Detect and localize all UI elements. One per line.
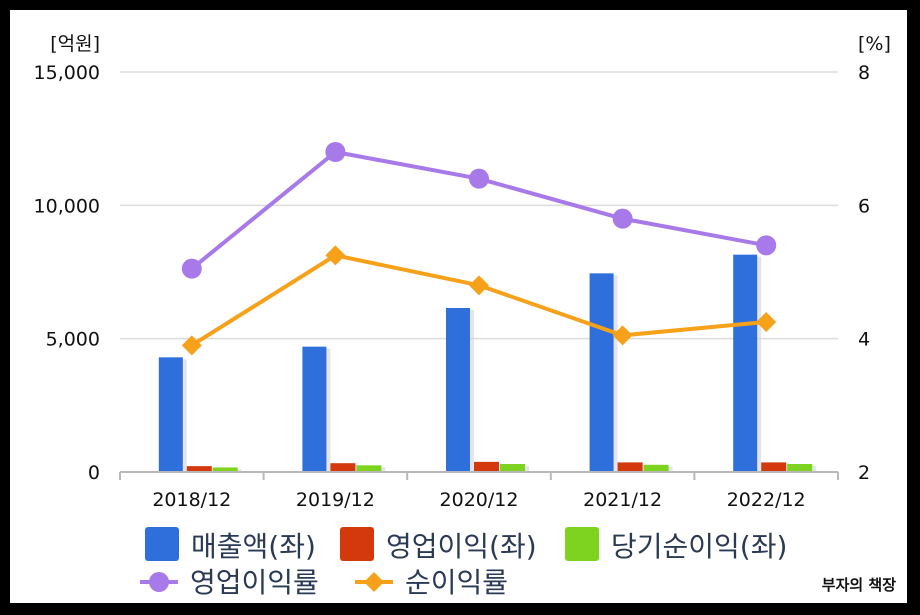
bar-revenue xyxy=(589,273,614,472)
point-operating-margin xyxy=(612,208,633,229)
x-tick-label: 2018/12 xyxy=(152,489,231,511)
bar-revenue xyxy=(302,346,327,472)
point-operating-margin xyxy=(325,142,346,162)
x-tick-label: 2020/12 xyxy=(440,489,519,511)
legend-swatch xyxy=(145,527,179,561)
point-net-margin xyxy=(756,312,777,332)
bar-operating-profit xyxy=(617,462,643,472)
line-net-margin xyxy=(190,253,767,348)
left-tick-label: 0 xyxy=(88,462,100,484)
bar-net-income xyxy=(787,464,813,472)
legend-label: 영업이익률 xyxy=(190,566,319,599)
bar-net-income xyxy=(643,464,669,472)
legend-swatch xyxy=(340,527,374,561)
legend-label: 당기순이익(좌) xyxy=(611,530,787,563)
point-net-margin xyxy=(181,335,202,356)
legend-swatch xyxy=(565,527,599,561)
left-axis-unit: [억원] xyxy=(50,33,100,55)
right-tick-label: 6 xyxy=(858,195,870,217)
legend-label: 순이익률 xyxy=(405,566,508,599)
legend-marker xyxy=(149,572,169,592)
bar-operating-profit xyxy=(330,463,356,472)
left-tick-label: 10,000 xyxy=(34,195,100,217)
watermark: 부자의 책장 xyxy=(821,576,896,594)
bar-net-income xyxy=(212,467,238,472)
x-tick-label: 2021/12 xyxy=(583,489,662,511)
bar-net-income xyxy=(500,464,525,472)
bar-operating-profit xyxy=(474,461,499,472)
bar-revenue xyxy=(158,357,183,472)
right-tick-label: 4 xyxy=(858,329,870,351)
legend-label: 영업이익(좌) xyxy=(386,530,537,563)
left-tick-label: 5,000 xyxy=(46,329,100,351)
bar-revenue xyxy=(446,308,470,472)
point-operating-margin xyxy=(181,258,202,279)
x-tick-label: 2022/12 xyxy=(727,489,806,511)
right-tick-label: 2 xyxy=(858,462,870,484)
point-net-margin xyxy=(325,245,346,266)
point-net-margin xyxy=(612,325,633,346)
right-tick-label: 8 xyxy=(858,62,870,84)
point-operating-margin xyxy=(756,235,777,256)
legend-marker xyxy=(364,572,384,592)
bar-net-income xyxy=(356,465,382,472)
bar-operating-profit xyxy=(186,466,212,472)
right-axis-unit: [%] xyxy=(858,33,891,55)
bar-operating-profit xyxy=(761,462,787,472)
bar-revenue xyxy=(733,254,758,472)
left-tick-label: 15,000 xyxy=(34,62,100,84)
point-operating-margin xyxy=(469,168,489,189)
legend-label: 매출액(좌) xyxy=(191,530,316,563)
point-net-margin xyxy=(469,275,489,296)
x-tick-label: 2019/12 xyxy=(296,489,375,511)
